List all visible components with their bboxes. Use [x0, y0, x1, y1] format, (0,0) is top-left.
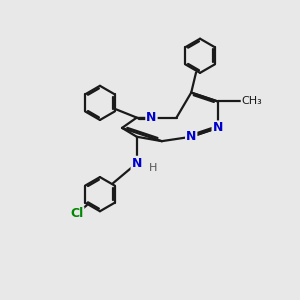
Text: N: N [186, 130, 196, 143]
Text: N: N [146, 111, 157, 124]
Text: H: H [149, 163, 157, 173]
Text: N: N [132, 157, 142, 170]
Text: CH₃: CH₃ [241, 96, 262, 106]
Text: Cl: Cl [70, 207, 83, 220]
Text: N: N [212, 122, 223, 134]
